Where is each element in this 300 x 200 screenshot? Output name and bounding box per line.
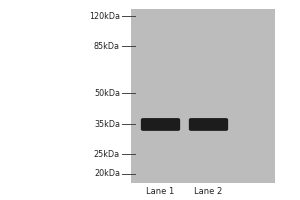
Text: 50kDa: 50kDa xyxy=(94,89,120,98)
Text: Lane 1: Lane 1 xyxy=(146,187,175,196)
Text: 20kDa: 20kDa xyxy=(94,169,120,178)
Text: 35kDa: 35kDa xyxy=(94,120,120,129)
Bar xyxy=(130,9,274,183)
Text: 85kDa: 85kDa xyxy=(94,42,120,51)
Text: Lane 2: Lane 2 xyxy=(194,187,223,196)
Text: 25kDa: 25kDa xyxy=(94,150,120,159)
FancyBboxPatch shape xyxy=(189,118,228,131)
FancyBboxPatch shape xyxy=(141,118,180,131)
Text: 120kDa: 120kDa xyxy=(89,12,120,21)
